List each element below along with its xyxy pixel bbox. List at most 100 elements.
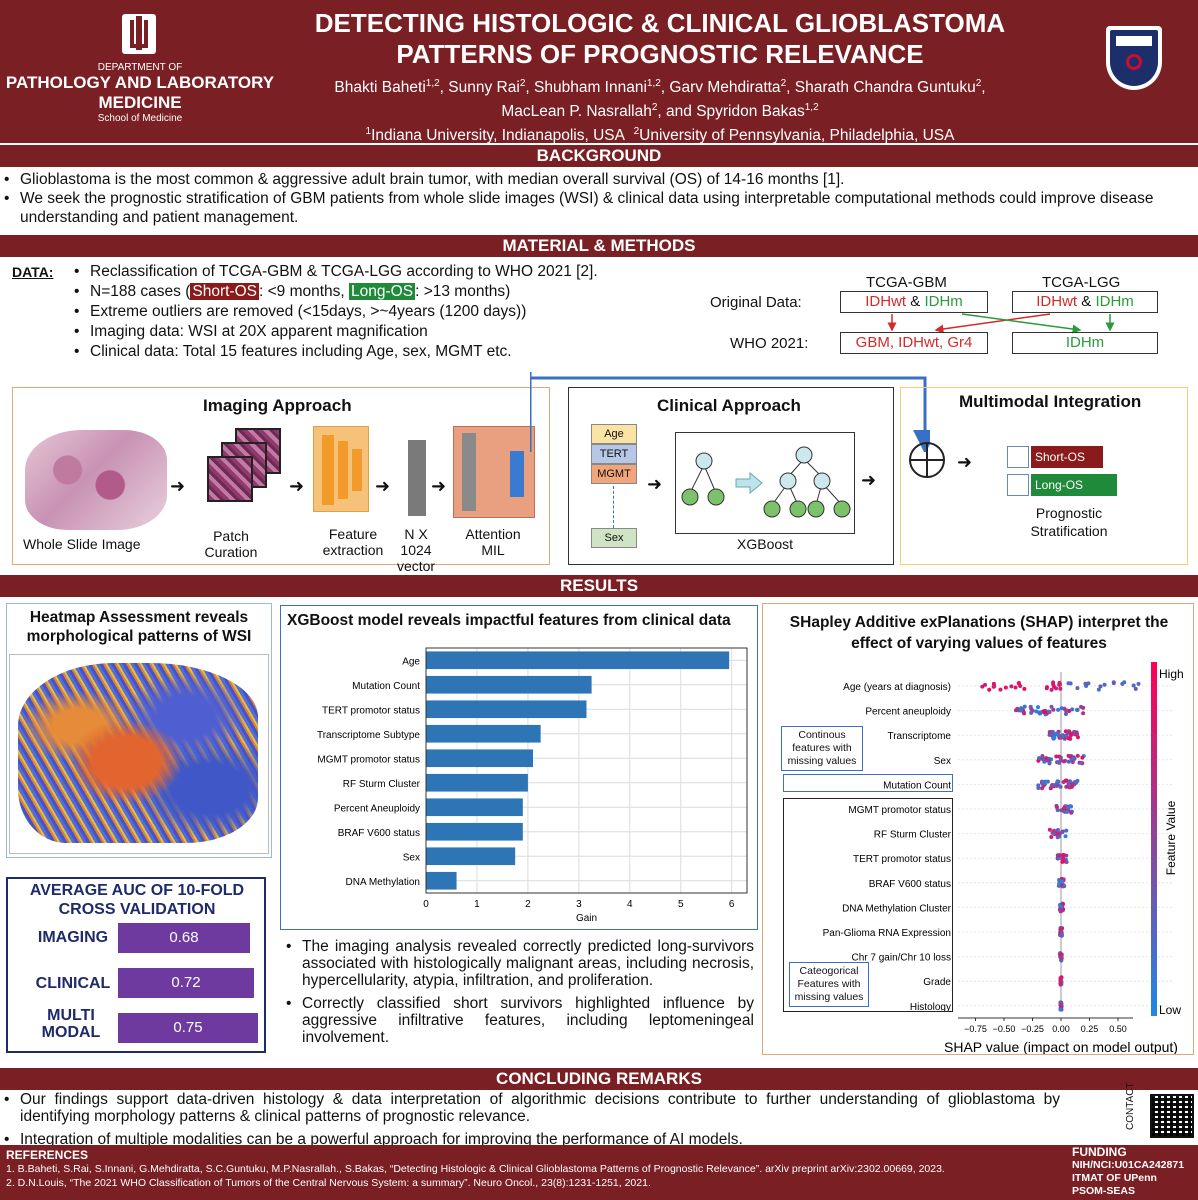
gbm-result-box: GBM, IDHwt, Gr4 [840, 332, 988, 354]
bar [426, 847, 516, 866]
references-heading: REFERENCES [6, 1148, 89, 1162]
shap-point [1054, 731, 1059, 736]
y-tick-label: Transcriptome Subtype [317, 730, 420, 741]
bar [426, 822, 523, 841]
plot-frame [425, 647, 748, 894]
shap-point [1036, 785, 1041, 790]
authors-line2: MacLean P. Nasrallah2, and Spyridon Baka… [280, 98, 1040, 122]
auc-panel: AVERAGE AUC OF 10-FOLD CROSS VALIDATION … [6, 877, 266, 1053]
shap-point [1056, 707, 1061, 712]
feature-sex: Sex [591, 528, 637, 548]
shap-panel: SHapley Additive exPlanations (SHAP) int… [762, 603, 1194, 1055]
shap-point [1050, 730, 1055, 735]
idhm-result-box: IDHm [1012, 332, 1158, 354]
shap-point [1131, 683, 1136, 688]
y-tick-label: TERT promotor status [322, 705, 420, 716]
results-heading: RESULTS [0, 575, 1198, 597]
author-separator: , [660, 79, 670, 97]
findings-list: The imaging analysis revealed correctly … [282, 938, 754, 1046]
gbm-amp: & [910, 293, 921, 310]
categorical-note: Cateogorical Features with missing value… [789, 962, 869, 1007]
author-affiliation: 2 [519, 78, 526, 89]
shap-point [1047, 827, 1052, 832]
x-tick-label: 6 [729, 899, 735, 910]
shap-point [1122, 680, 1127, 685]
author-separator: , [786, 79, 795, 97]
who-diagram: TCGA-GBM TCGA-LGG Original Data: IDHwt &… [700, 270, 1180, 360]
shap-point [1054, 754, 1059, 759]
long-os-swatch [1007, 474, 1029, 496]
y-tick-label: Percent Aneuploidy [334, 803, 420, 814]
auc-multimodal-label: MULTI MODAL [41, 1007, 101, 1041]
shap-point [1074, 707, 1079, 712]
funding-line: NIH/NCI:U01CA242871 [1072, 1159, 1185, 1171]
shap-point [1059, 930, 1064, 935]
shap-point [1051, 828, 1056, 833]
prognostic-label: Prognostic Stratification [1030, 505, 1108, 539]
shap-point [1041, 779, 1046, 784]
methods-heading: MATERIAL & METHODS [0, 235, 1198, 257]
shap-point [1063, 712, 1068, 717]
shap-feature-label: Percent aneuploidy [865, 707, 951, 718]
poster-title-line1: DETECTING HISTOLOGIC & CLINICAL GLIOBLAS… [314, 8, 1006, 38]
shap-point [987, 687, 992, 692]
shap-point [1075, 735, 1080, 740]
shap-feature-label: Grade [923, 977, 951, 988]
shap-point [1049, 704, 1054, 709]
shap-point [1111, 681, 1116, 686]
funding-block: FUNDING NIH/NCI:U01CA242871 ITMAT OF UPe… [1072, 1146, 1196, 1198]
iu-logo [122, 14, 156, 54]
penn-shield-logo [1106, 26, 1162, 90]
author-separator: , [981, 79, 986, 97]
affil1: Indiana University, Indianapolis, USA [371, 127, 625, 145]
shap-feature-label: Chr 7 gain/Chr 10 loss [852, 953, 952, 964]
shap-point [1036, 710, 1041, 715]
shap-point [1059, 975, 1064, 980]
auc-clinical-bar: 0.72 [118, 968, 254, 998]
shap-point [1069, 732, 1074, 737]
shap-point [1098, 684, 1103, 689]
shap-point [1064, 828, 1069, 833]
affiliations: 1Indiana University, Indianapolis, USA 2… [280, 122, 1040, 146]
shap-point [1065, 809, 1070, 814]
y-tick-label: Age [402, 656, 420, 667]
arrow-icon: ➜ [375, 476, 391, 496]
background-bullet: We seek the prognostic stratification of… [0, 189, 1192, 227]
shap-point [1044, 756, 1049, 761]
y-tick-label: MGMT promotor status [317, 754, 420, 765]
shap-point [1059, 879, 1064, 884]
shap-point [1066, 759, 1071, 764]
arrow-icon: ➜ [957, 452, 973, 472]
footer-banner [0, 1145, 1198, 1200]
shap-point [1063, 834, 1068, 839]
author-affiliation: 2 [780, 78, 787, 89]
gbm-idhwt: IDHwt [865, 293, 907, 310]
feature-tert: TERT [591, 444, 637, 464]
shap-point [1061, 759, 1066, 764]
attention-mil-block [453, 426, 535, 518]
lgg-original-box: IDHwt & IDHm [1012, 291, 1158, 313]
heatmap-title: Heatmap Assessment reveals morphological… [26, 609, 252, 645]
shap-point [1003, 685, 1008, 690]
gbm-idhm: IDHm [924, 293, 963, 310]
contact-label: CONTACT [1125, 1082, 1136, 1130]
background-heading: BACKGROUND [0, 145, 1198, 167]
shap-point [1133, 686, 1138, 691]
qr-code-icon[interactable] [1150, 1094, 1194, 1138]
shap-point [980, 684, 985, 689]
shap-feature-label: Histology [910, 1002, 951, 1013]
shap-point [1060, 829, 1065, 834]
shap-point [1069, 810, 1074, 815]
shap-point [1066, 805, 1071, 810]
shap-point [1059, 1001, 1064, 1006]
shap-point [1015, 706, 1020, 711]
shap-point [1096, 687, 1101, 692]
conclusion-bullet: Integration of multiple modalities can b… [0, 1131, 1060, 1148]
vector-block [408, 440, 426, 516]
shap-point [1102, 682, 1107, 687]
xgboost-label: XGBoost [737, 536, 794, 552]
funding-line: PSOM-SEAS [1072, 1185, 1136, 1197]
feature-mgmt: MGMT [591, 464, 637, 484]
y-tick-label: Mutation Count [352, 681, 420, 692]
bullet2-post: : >13 months) [415, 283, 511, 300]
